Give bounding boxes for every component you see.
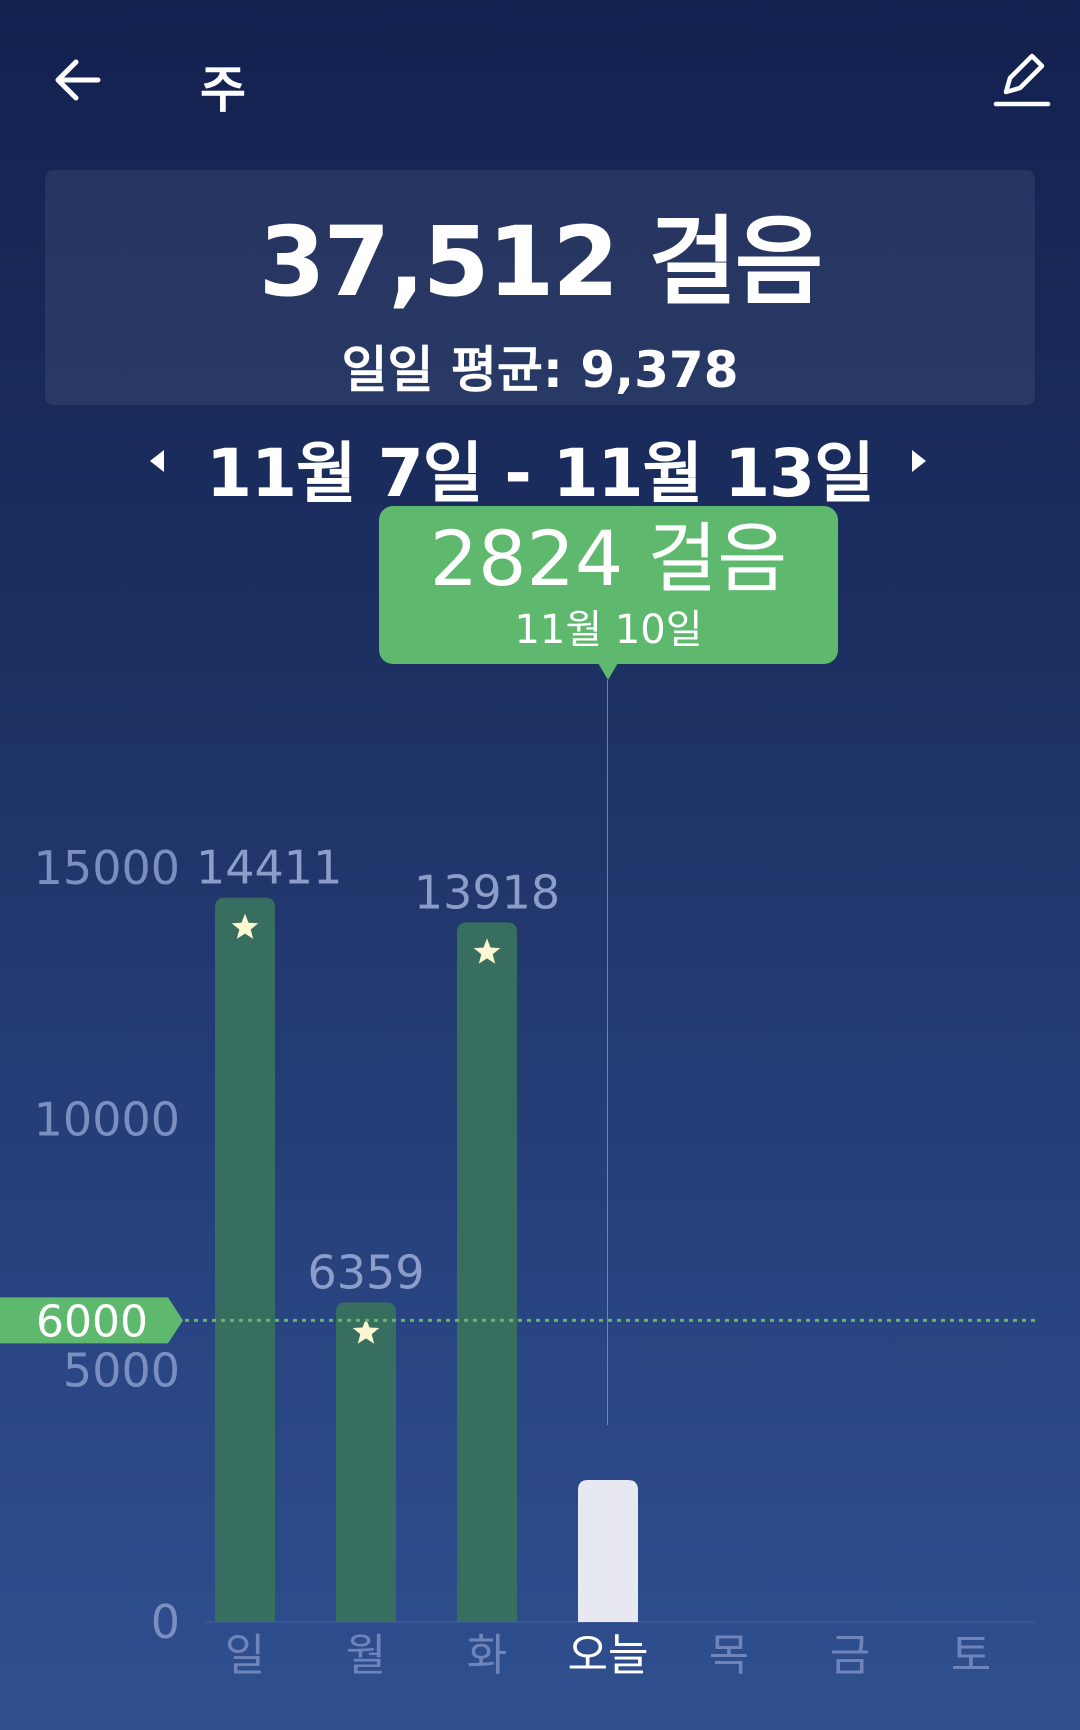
bar-value-label: 6359 — [307, 1245, 424, 1299]
star-icon — [231, 913, 259, 939]
y-tick-label: 10000 — [34, 1092, 180, 1146]
arrow-left-icon — [55, 59, 101, 101]
y-tick-label: 0 — [151, 1595, 180, 1649]
bar-value-label: 13918 — [414, 865, 560, 919]
bar-일 — [215, 897, 275, 1622]
tooltip-pointer — [598, 663, 618, 680]
tooltip-date: 11월 10일 — [514, 607, 703, 653]
selection-line — [607, 680, 608, 1425]
triangle-left-icon[interactable] — [150, 450, 164, 472]
x-tick-label: 목 — [709, 1630, 749, 1681]
x-tick-label: 오늘 — [568, 1630, 649, 1681]
x-tick-label: 일 — [225, 1630, 265, 1681]
back-button[interactable] — [50, 52, 106, 108]
goal-label: 6000 — [36, 1296, 148, 1347]
y-tick-label: 15000 — [34, 841, 180, 895]
x-tick-label: 월 — [346, 1630, 386, 1681]
x-tick-label: 화 — [467, 1630, 507, 1681]
triangle-right-icon[interactable] — [912, 450, 926, 472]
date-range: 11월 7일 - 11월 13일 — [206, 435, 875, 512]
tooltip-steps: 2824 걸음 — [429, 514, 788, 603]
x-tick-label: 토 — [951, 1630, 991, 1681]
summary-card: 37,512 걸음 일일 평균: 9,378 — [45, 170, 1035, 405]
edit-button[interactable] — [992, 48, 1056, 112]
star-icon — [473, 938, 501, 964]
x-tick-label: 금 — [830, 1630, 870, 1681]
star-icon — [352, 1318, 380, 1344]
page-title: 주 — [200, 61, 246, 119]
goal-tag — [0, 1297, 183, 1344]
bar-화 — [457, 922, 517, 1622]
total-steps: 37,512 걸음 — [258, 206, 824, 318]
daily-average: 일일 평균: 9,378 — [341, 341, 739, 399]
pencil-icon — [993, 53, 1051, 107]
bar-오늘 — [578, 1480, 638, 1622]
tooltip: 2824 걸음 11월 10일 — [379, 506, 838, 664]
bar-value-label: 14411 — [196, 841, 342, 895]
y-tick-label: 5000 — [63, 1344, 180, 1398]
bar-월 — [336, 1302, 396, 1622]
